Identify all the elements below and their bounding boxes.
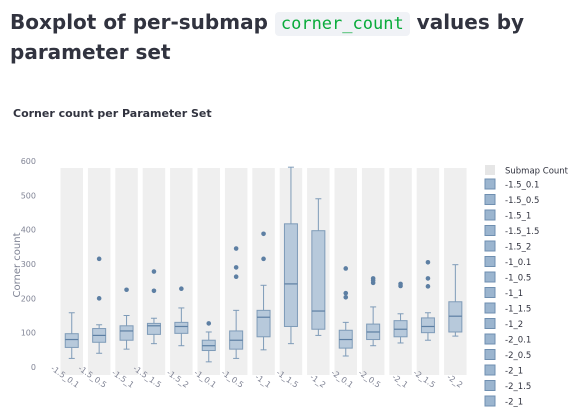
legend-item-label[interactable]: -1.5_1: [505, 212, 531, 222]
category-column-bg: [334, 168, 357, 375]
outlier-point[interactable]: [261, 256, 266, 262]
category-column-bg: [197, 168, 220, 375]
outlier-point[interactable]: [233, 246, 239, 251]
legend-swatch[interactable]: [484, 194, 496, 205]
legend-item-label[interactable]: -1_2: [505, 320, 523, 330]
y-axis-title: Corner count: [12, 232, 23, 297]
category-column-bg: [361, 168, 385, 375]
page-title: Boxplot of per-submap corner_count value…: [10, 8, 580, 66]
x-tick-label: -1_1: [253, 372, 272, 389]
y-tick-label: 500: [21, 191, 36, 200]
outlier-point[interactable]: [425, 259, 431, 265]
legend-swatch[interactable]: [484, 271, 496, 283]
category-column-bg: [389, 168, 412, 375]
x-tick-label: -2_1: [390, 372, 409, 389]
outlier-point[interactable]: [124, 287, 129, 293]
title-text-after: values by parameter set: [10, 10, 525, 64]
legend-swatch[interactable]: [484, 364, 496, 376]
outlier-point[interactable]: [179, 286, 184, 292]
x-tick-label: -2_2: [445, 372, 464, 389]
legend-swatch[interactable]: [484, 225, 496, 236]
box-iqr[interactable]: [64, 333, 79, 348]
box-iqr[interactable]: [146, 322, 161, 335]
outlier-point[interactable]: [206, 321, 212, 326]
legend-item-label[interactable]: -1_1: [505, 289, 523, 299]
legend-swatch[interactable]: [484, 287, 496, 298]
legend-item-label[interactable]: -1.5_1.5: [505, 227, 539, 237]
box-iqr[interactable]: [283, 223, 298, 327]
legend-item-label[interactable]: -1.5_0.1: [505, 181, 539, 191]
y-tick-label: 400: [21, 226, 36, 235]
y-tick-label: 600: [21, 157, 36, 166]
legend-item-label[interactable]: -1.5_0.5: [505, 196, 539, 206]
legend-item-label[interactable]: -2_0.5: [505, 351, 531, 361]
outlier-point[interactable]: [425, 284, 431, 289]
legend-item-label[interactable]: -1_1.5: [505, 305, 531, 315]
y-tick-label: 0: [31, 363, 36, 372]
legend-swatch[interactable]: [484, 209, 496, 221]
outlier-point[interactable]: [343, 266, 349, 271]
category-column-bg: [115, 168, 138, 375]
box-iqr[interactable]: [256, 309, 271, 338]
legend-item-label[interactable]: -1_0.1: [505, 258, 531, 268]
legend-swatch[interactable]: [484, 318, 496, 329]
legend-item-label[interactable]: -2_1.5: [505, 382, 531, 392]
title-text-before: Boxplot of per-submap: [10, 10, 268, 34]
outlier-point[interactable]: [425, 276, 431, 281]
legend-swatch[interactable]: [484, 240, 496, 252]
outlier-point[interactable]: [151, 269, 157, 274]
outlier-point[interactable]: [398, 281, 403, 287]
outlier-point[interactable]: [261, 231, 266, 237]
outlier-point[interactable]: [343, 295, 349, 300]
title-code-token: corner_count: [274, 12, 410, 36]
outlier-point[interactable]: [96, 296, 102, 301]
box-iqr[interactable]: [119, 325, 134, 341]
legend-swatch[interactable]: [484, 256, 496, 267]
category-column-bg: [60, 168, 83, 375]
outlier-point[interactable]: [151, 288, 157, 294]
legend[interactable]: Submap Count -1.5_0.1 -1.5_0.5 -1.5_1 -1.5_1…: [484, 165, 569, 408]
legend-header-swatch: [485, 165, 495, 175]
box-iqr[interactable]: [420, 317, 435, 334]
category-column-bg: [416, 168, 440, 375]
legend-item-label[interactable]: -2_1: [505, 398, 523, 408]
box-iqr[interactable]: [448, 301, 463, 333]
x-tick-label: -1_2: [308, 372, 327, 389]
legend-swatch[interactable]: [484, 178, 496, 190]
outlier-point[interactable]: [370, 276, 376, 281]
legend-item-label[interactable]: -2_0.1: [505, 336, 531, 346]
legend-item-label[interactable]: -1.5_2: [505, 243, 531, 253]
legend-item-label[interactable]: -1_0.5: [505, 274, 531, 284]
outlier-point[interactable]: [233, 274, 239, 280]
legend-swatch[interactable]: [484, 380, 496, 391]
outlier-point[interactable]: [343, 290, 349, 296]
chart-title: Corner count per Parameter Set: [13, 107, 212, 120]
y-tick-label: 200: [21, 294, 36, 303]
legend-item-label[interactable]: -2_1: [505, 367, 523, 377]
category-column-bg: [87, 168, 111, 375]
box-iqr[interactable]: [311, 230, 326, 330]
legend-title: Submap Count: [505, 167, 569, 177]
legend-swatch[interactable]: [484, 302, 496, 314]
category-column-bg: [224, 168, 248, 375]
legend-swatch[interactable]: [484, 333, 496, 345]
legend-swatch[interactable]: [484, 395, 496, 407]
y-tick-label: 300: [21, 260, 36, 269]
legend-swatch[interactable]: [484, 349, 496, 360]
outlier-point[interactable]: [233, 265, 239, 270]
y-tick-label: 100: [21, 329, 36, 338]
outlier-point[interactable]: [96, 256, 102, 262]
box-iqr[interactable]: [174, 321, 189, 334]
